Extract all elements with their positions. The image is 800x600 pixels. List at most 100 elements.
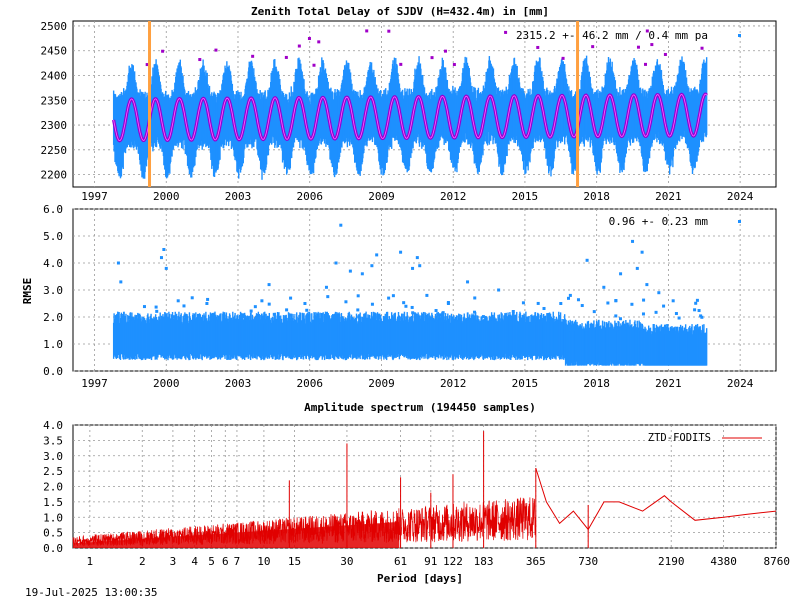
rmse-outlier-point (614, 299, 618, 303)
spectrum-dense-band (73, 521, 400, 548)
rmse-scatter-point (662, 304, 666, 308)
ztd-outlier-point (307, 37, 311, 41)
rmse-scatter-point (172, 315, 176, 319)
rmse-scatter-point (606, 301, 610, 305)
ztd-outlier-point (536, 45, 540, 49)
rmse-scatter-point (377, 316, 381, 320)
rmse-scatter-point (190, 296, 194, 300)
rmse-scatter-point (693, 308, 697, 312)
spectrum-ytick-label: 0.0 (43, 542, 63, 555)
rmse-outlier-point (640, 250, 644, 254)
rmse-scatter-point (641, 312, 645, 316)
rmse-scatter-point (326, 295, 330, 299)
rmse-outlier-point (303, 302, 307, 305)
ztd-outlier-point (297, 44, 301, 48)
rmse-ytick-label: 2.0 (43, 311, 63, 324)
ztd-outlier-point (430, 56, 434, 60)
spectrum-ytick-label: 0.5 (43, 527, 63, 540)
rmse-scatter-point (249, 309, 253, 313)
ztd-outlier-point (504, 30, 508, 34)
ztd-outlier-point (643, 62, 647, 66)
ztd-xtick-label: 2003 (225, 190, 252, 203)
rmse-scatter-point (697, 309, 701, 313)
rmse-outlier-point (645, 283, 649, 287)
ztd-xtick-label: 2009 (368, 190, 395, 203)
ztd-outlier-point (700, 46, 704, 50)
rmse-scatter-point (700, 315, 704, 319)
rmse-ytick-label: 1.0 (43, 338, 63, 351)
spectrum-xtick-label: 1 (87, 555, 94, 568)
ztd-xtick-label: 2000 (153, 190, 180, 203)
rmse-scatter-point (241, 313, 245, 317)
rmse-scatter-point (206, 297, 210, 301)
rmse-outlier-point (425, 293, 429, 297)
spectrum-xtick-label: 8760 (764, 555, 791, 568)
rmse-scatter-point (566, 296, 570, 300)
rmse-xtick-label: 2024 (727, 377, 754, 390)
ztd-outlier-point (591, 45, 595, 49)
rmse-scatter-point (630, 302, 634, 306)
ztd-ytick-label: 2250 (41, 144, 68, 157)
rmse-scatter-point (576, 298, 580, 302)
rmse-xtick-label: 2000 (153, 377, 180, 390)
ztd-outlier-point (650, 43, 654, 47)
rmse-xtick-label: 1997 (81, 377, 108, 390)
rmse-scatter-point (391, 294, 395, 298)
rmse-xtick-label: 2003 (225, 377, 252, 390)
rmse-outlier-point (418, 264, 422, 268)
spectrum-ytick-label: 2.5 (43, 465, 63, 478)
rmse-scatter-point (242, 315, 246, 319)
ztd-ytick-label: 2500 (41, 20, 68, 33)
ztd-xtick-label: 2012 (440, 190, 467, 203)
spectrum-title: Amplitude spectrum (194450 samples) (304, 401, 536, 414)
rmse-outlier-point (162, 248, 166, 251)
rmse-outlier-point (267, 283, 271, 287)
spectrum-xtick-label: 4380 (710, 555, 737, 568)
rmse-scatter-point (618, 317, 622, 321)
spectrum-xtick-label: 6 (222, 555, 229, 568)
rmse-scatter-point (521, 301, 525, 305)
rmse-scatter-point (344, 300, 348, 304)
rmse-scatter-point (580, 304, 584, 308)
spectrum-xtick-label: 91 (424, 555, 437, 568)
rmse-ytick-label: 5.0 (43, 230, 63, 243)
ztd-outlier-point (145, 63, 149, 67)
rmse-outlier-point (375, 253, 379, 257)
spectrum-ytick-label: 3.0 (43, 450, 63, 463)
rmse-scatter-point (290, 318, 294, 322)
spectrum-xtick-label: 2190 (658, 555, 685, 568)
ztd-outlier-point (198, 58, 202, 62)
spectrum-xtick-label: 30 (340, 555, 353, 568)
rmse-scatter-point (154, 305, 158, 309)
ztd-outlier-point (317, 40, 321, 44)
rmse-outlier-point (497, 288, 501, 292)
ztd-outlier-point (645, 29, 649, 33)
rmse-scatter-point (267, 302, 271, 306)
rmse-scatter-point (288, 313, 292, 317)
ztd-outlier-point (365, 29, 369, 33)
rmse-scatter-point (285, 308, 289, 312)
spectrum-xtick-label: 4 (191, 555, 198, 568)
spectrum-long-period-line (535, 467, 777, 531)
rmse-xtick-label: 2006 (296, 377, 323, 390)
rmse-scatter-point (473, 296, 477, 300)
spectrum-ytick-label: 3.5 (43, 434, 63, 447)
rmse-scatter-point (402, 301, 406, 305)
ztd-ytick-label: 2200 (41, 169, 68, 182)
rmse-scatter-point (481, 315, 485, 319)
spectrum-xtick-label: 122 (443, 555, 463, 568)
rmse-scatter-point (614, 314, 618, 318)
spectrum-xtick-label: 15 (288, 555, 301, 568)
rmse-outlier-point (119, 280, 123, 284)
rmse-ytick-label: 0.0 (43, 365, 63, 378)
ztd-outlier-point (452, 63, 456, 67)
rmse-scatter-point (542, 306, 546, 310)
rmse-outlier-point (205, 302, 209, 305)
rmse-ylabel: RMSE (21, 278, 34, 305)
rmse-outlier-point (585, 258, 589, 262)
ztd-ytick-label: 2450 (41, 45, 68, 58)
rmse-scatter-point (489, 317, 493, 321)
rmse-outlier-point (411, 266, 415, 270)
rmse-outlier-point (671, 299, 675, 303)
